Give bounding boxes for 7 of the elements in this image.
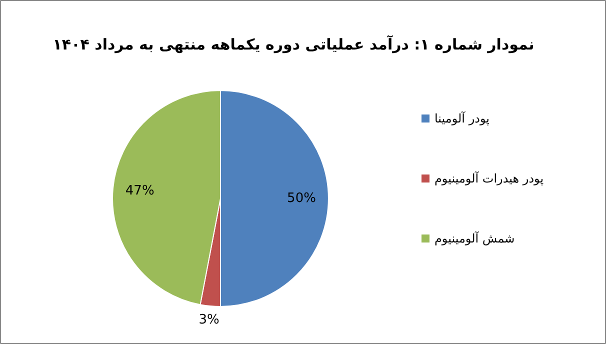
chart-title: نمودار شماره ۱: درآمد عملیاتی دوره یکماهه منتهی به مرداد ۱۴۰۴ <box>52 34 534 54</box>
data-label: 3% <box>198 312 220 328</box>
legend-label: شمش آلومینیوم <box>434 230 515 246</box>
legend-label: پودر آلومینا <box>434 110 490 126</box>
data-label: 50% <box>287 191 316 206</box>
data-label: 47% <box>125 183 154 198</box>
legend-label: پودر هیدرات آلومینیوم <box>434 170 544 186</box>
